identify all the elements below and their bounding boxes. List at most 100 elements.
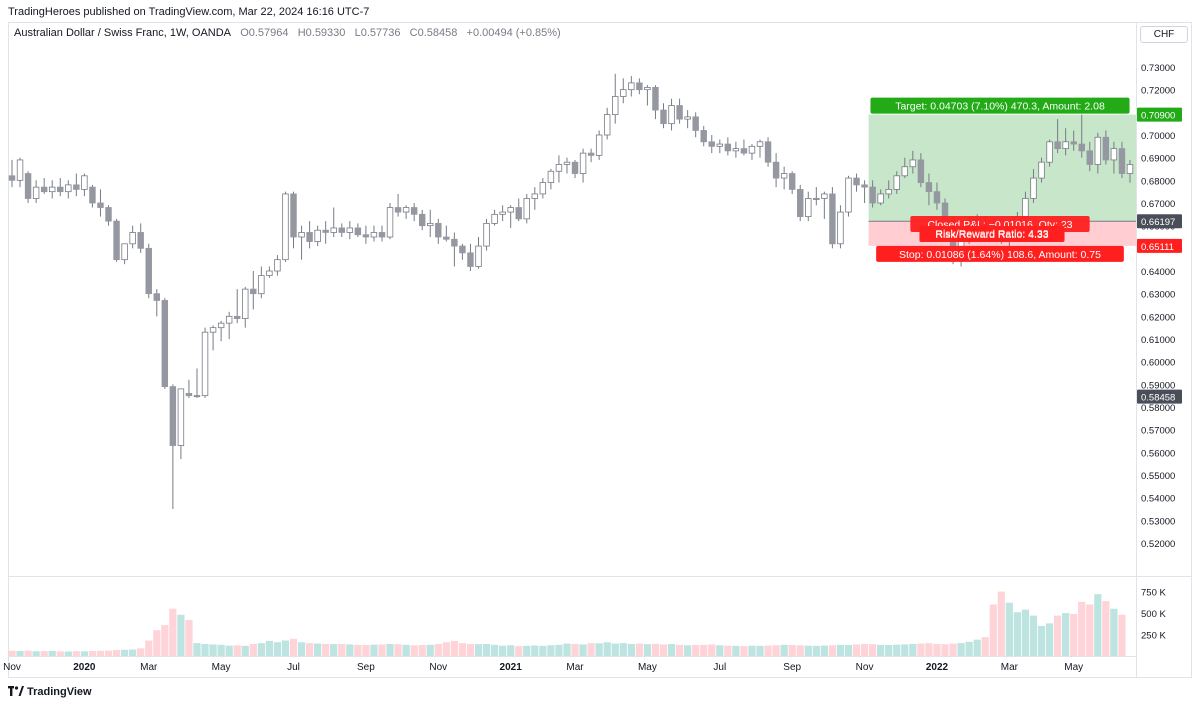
candle-body[interactable] xyxy=(595,134,603,156)
candle-body[interactable] xyxy=(660,109,667,125)
candle-body[interactable] xyxy=(81,175,88,190)
candle-body[interactable] xyxy=(177,388,185,446)
candle-body[interactable] xyxy=(242,288,249,319)
candle-body[interactable] xyxy=(877,193,884,204)
candle-body[interactable] xyxy=(515,207,522,220)
candle-body[interactable] xyxy=(258,275,265,295)
candle-body[interactable] xyxy=(612,96,619,116)
candle-body[interactable] xyxy=(338,227,345,233)
candle-body[interactable] xyxy=(451,238,458,247)
candle-body[interactable] xyxy=(105,207,112,222)
target-label[interactable]: Target: 0.04703 (7.10%) 470.3, Amount: 2… xyxy=(870,97,1130,114)
candle-body[interactable] xyxy=(539,182,547,195)
candle-body[interactable] xyxy=(788,173,796,190)
candle-body[interactable] xyxy=(418,213,426,227)
candle-body[interactable] xyxy=(837,211,844,245)
candle-body[interactable] xyxy=(40,186,48,193)
candle-body[interactable] xyxy=(813,198,820,200)
candle-body[interactable] xyxy=(346,227,354,233)
candle-body[interactable] xyxy=(330,227,337,233)
currency-button[interactable]: CHF xyxy=(1140,26,1188,43)
candle-body[interactable] xyxy=(483,222,490,247)
candle-body[interactable] xyxy=(563,161,571,165)
candle-body[interactable] xyxy=(652,87,659,111)
candle-body[interactable] xyxy=(24,173,32,199)
candle-body[interactable] xyxy=(467,252,474,267)
candle-body[interactable] xyxy=(708,141,715,147)
candle-body[interactable] xyxy=(73,184,80,190)
candle-body[interactable] xyxy=(909,159,917,168)
candle-body[interactable] xyxy=(459,245,466,254)
candle-body[interactable] xyxy=(32,186,40,199)
candle-body[interactable] xyxy=(113,220,120,261)
price-axis[interactable] xyxy=(1136,22,1192,678)
candle-body[interactable] xyxy=(8,175,16,181)
stop-label[interactable]: Stop: 0.01086 (1.64%) 108.6, Amount: 0.7… xyxy=(876,245,1124,262)
candle-body[interactable] xyxy=(250,288,257,295)
candle-body[interactable] xyxy=(370,232,378,238)
candle-body[interactable] xyxy=(547,170,555,183)
candle-body[interactable] xyxy=(845,177,852,213)
candle-body[interactable] xyxy=(853,177,860,186)
candle-body[interactable] xyxy=(1054,141,1061,150)
candle-body[interactable] xyxy=(668,105,675,125)
candle-body[interactable] xyxy=(89,186,96,204)
candle-body[interactable] xyxy=(829,193,836,245)
candle-body[interactable] xyxy=(1086,150,1093,165)
candle-body[interactable] xyxy=(427,222,434,227)
candle-body[interactable] xyxy=(925,182,933,193)
candle-body[interactable] xyxy=(1022,198,1029,217)
candle-body[interactable] xyxy=(716,143,724,147)
candle-body[interactable] xyxy=(555,164,563,172)
candle-body[interactable] xyxy=(571,161,579,174)
candle-body[interactable] xyxy=(378,232,386,238)
candle-body[interactable] xyxy=(861,184,868,188)
candle-body[interactable] xyxy=(756,141,764,147)
candle-body[interactable] xyxy=(201,331,209,397)
candle-body[interactable] xyxy=(394,207,402,213)
candle-body[interactable] xyxy=(121,243,128,261)
candle-body[interactable] xyxy=(209,327,217,333)
candle-body[interactable] xyxy=(217,322,225,329)
candle-body[interactable] xyxy=(1070,141,1077,145)
candle-body[interactable] xyxy=(1126,164,1134,174)
candle-body[interactable] xyxy=(1046,141,1053,163)
candle-body[interactable] xyxy=(16,159,24,181)
candle-body[interactable] xyxy=(225,315,233,324)
candle-body[interactable] xyxy=(402,207,410,213)
candle-body[interactable] xyxy=(314,229,321,242)
candle-body[interactable] xyxy=(764,141,772,163)
candle-body[interactable] xyxy=(49,186,56,193)
candle-body[interactable] xyxy=(523,198,530,220)
candle-body[interactable] xyxy=(700,130,707,143)
candle-body[interactable] xyxy=(821,193,828,199)
candle-body[interactable] xyxy=(145,247,152,295)
candle-body[interactable] xyxy=(362,234,370,238)
candle-body[interactable] xyxy=(805,198,812,217)
candle-body[interactable] xyxy=(684,116,691,120)
candle-body[interactable] xyxy=(475,245,482,267)
candle-body[interactable] xyxy=(306,232,313,242)
candle-body[interactable] xyxy=(620,89,627,97)
candle-body[interactable] xyxy=(1110,148,1118,161)
candle-body[interactable] xyxy=(386,207,394,238)
candle-body[interactable] xyxy=(893,175,900,190)
candle-body[interactable] xyxy=(740,148,748,154)
candle-body[interactable] xyxy=(65,184,72,193)
candle-body[interactable] xyxy=(579,152,587,174)
candle-body[interactable] xyxy=(322,229,329,233)
candle-body[interactable] xyxy=(603,114,611,136)
candle-body[interactable] xyxy=(1030,177,1037,199)
candle-body[interactable] xyxy=(732,148,740,152)
candle-body[interactable] xyxy=(1118,148,1126,174)
symbol-name[interactable]: Australian Dollar / Swiss Franc, 1W, OAN… xyxy=(14,27,232,39)
candle-body[interactable] xyxy=(1094,136,1102,165)
candle-body[interactable] xyxy=(491,213,498,224)
candle-body[interactable] xyxy=(435,222,442,238)
candle-body[interactable] xyxy=(1062,141,1069,150)
candle-body[interactable] xyxy=(137,232,144,249)
candle-body[interactable] xyxy=(233,315,241,320)
candle-body[interactable] xyxy=(97,202,104,208)
candle-body[interactable] xyxy=(1038,161,1045,179)
candle-body[interactable] xyxy=(282,193,289,261)
